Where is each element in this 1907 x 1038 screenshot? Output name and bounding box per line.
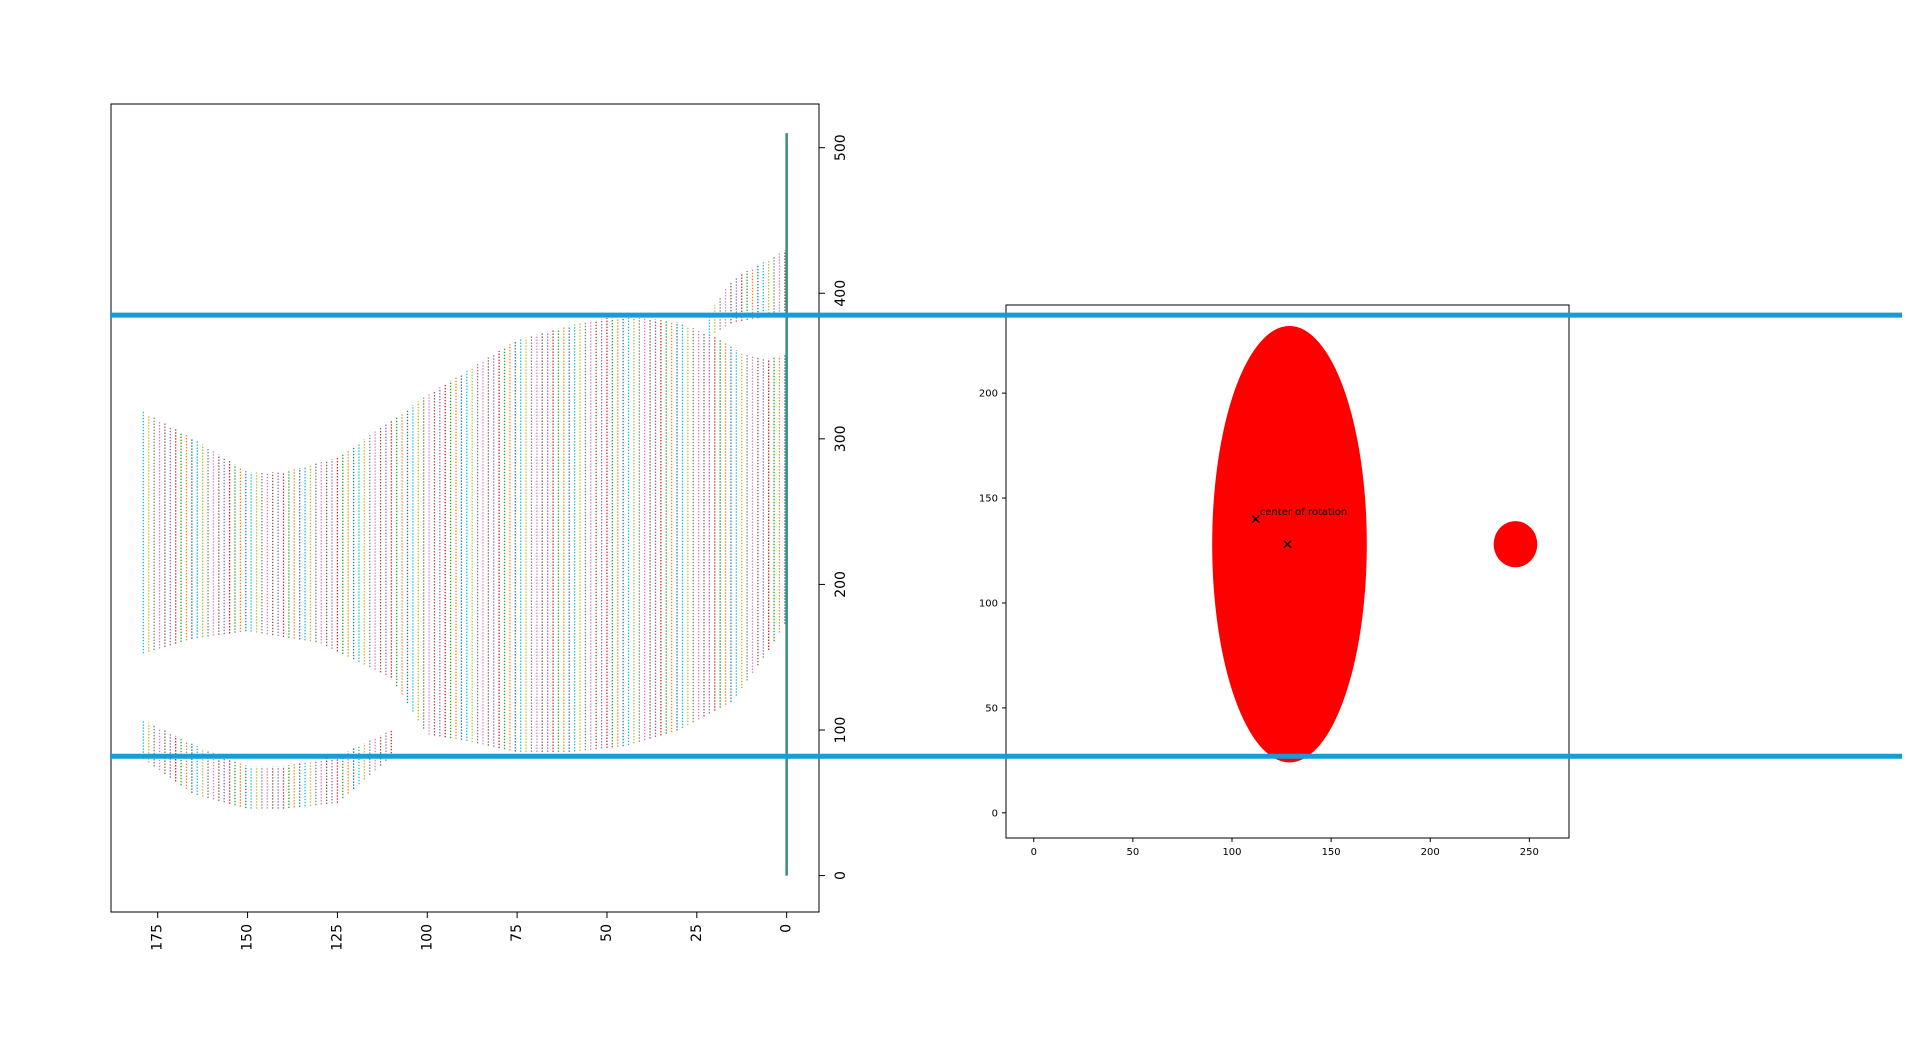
phantom-plot: 0 50 100 150 200 250 0 50 100 150 200 center of r… [979, 304, 1570, 858]
sinogram-x-ticks: 175 150 125 100 75 50 25 0 [150, 912, 795, 951]
x-tick-label: 50 [1127, 847, 1140, 858]
x-tick-label: 100 [1222, 847, 1241, 858]
x-tick-label: 50 [599, 924, 615, 942]
x-tick-label: 200 [1421, 847, 1440, 858]
phantom-ellipse [1212, 325, 1367, 763]
y-tick-label: 500 [833, 134, 849, 161]
sinogram-axes-frame [110, 103, 820, 913]
x-tick-label: 150 [1322, 847, 1341, 858]
y-tick-label: 300 [833, 425, 849, 452]
y-tick-label: 200 [833, 571, 849, 598]
y-tick-label: 150 [979, 494, 998, 505]
x-tick-label: 250 [1520, 847, 1539, 858]
x-marker [1283, 540, 1292, 549]
phantom-y-ticks: 0 50 100 150 200 [979, 389, 1006, 819]
center-of-rotation-label: center of rotation [1260, 507, 1347, 518]
y-tick-label: 100 [833, 717, 849, 744]
y-tick-label: 0 [992, 808, 998, 819]
y-tick-label: 400 [833, 280, 849, 307]
x-tick-label: 0 [779, 924, 795, 933]
y-tick-label: 200 [979, 389, 998, 400]
y-tick-label: 50 [985, 703, 998, 714]
x-tick-label: 150 [240, 924, 256, 951]
x-tick-label: 125 [329, 924, 345, 951]
horizontal-guide-lines [110, 312, 1902, 759]
phantom-markers [1251, 515, 1292, 549]
x-tick-label: 25 [689, 924, 705, 942]
y-tick-label: 0 [833, 871, 849, 880]
sinogram-points [142, 250, 786, 809]
x-tick-label: 175 [150, 924, 166, 951]
x-tick-label: 100 [419, 924, 435, 951]
x-tick-label: 0 [1031, 847, 1037, 858]
phantom-image [1212, 325, 1538, 763]
sinogram-plot: 175 150 125 100 75 50 25 0 0 100 200 300 400 500 [110, 103, 849, 951]
x-tick-label: 75 [509, 924, 525, 942]
y-tick-label: 100 [979, 598, 998, 609]
phantom-axes-frame [1005, 304, 1570, 839]
phantom-circle [1493, 521, 1538, 568]
x-marker [1251, 515, 1260, 524]
phantom-x-ticks: 0 50 100 150 200 250 [1031, 838, 1539, 858]
sinogram-y-ticks: 0 100 200 300 400 500 [819, 134, 849, 880]
